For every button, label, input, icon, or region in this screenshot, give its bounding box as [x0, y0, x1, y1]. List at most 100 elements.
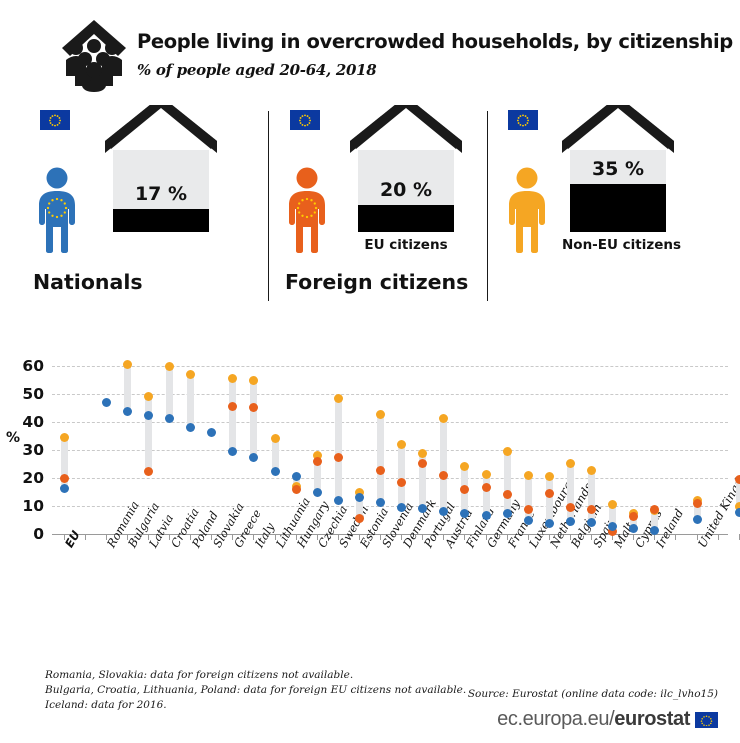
- x-axis-tick: [591, 534, 592, 540]
- dot-non-eu-citizens[interactable]: [460, 462, 470, 472]
- dot-nationals[interactable]: [481, 510, 491, 520]
- x-axis-tick: [295, 534, 297, 540]
- dot-eu-citizens[interactable]: [312, 457, 322, 467]
- range-bar: [503, 451, 511, 514]
- dot-non-eu-citizens[interactable]: [587, 466, 596, 476]
- x-axis-tick: [422, 534, 424, 540]
- dot-non-eu-citizens[interactable]: [523, 470, 533, 480]
- dot-eu-citizens[interactable]: [249, 402, 259, 412]
- dot-eu-citizens[interactable]: [418, 458, 428, 468]
- dot-nationals[interactable]: [249, 452, 259, 462]
- dot-non-eu-citizens[interactable]: [439, 413, 449, 423]
- dot-nationals[interactable]: [650, 525, 660, 535]
- x-axis-tick: [126, 534, 128, 540]
- dot-nationals[interactable]: [418, 504, 428, 514]
- dot-nationals[interactable]: [186, 422, 196, 432]
- dot-eu-citizens[interactable]: [59, 473, 69, 483]
- range-bar: [166, 366, 173, 419]
- dot-non-eu-citizens[interactable]: [376, 409, 385, 419]
- dot-non-eu-citizens[interactable]: [544, 472, 554, 482]
- dot-nationals[interactable]: [228, 446, 238, 456]
- dot-eu-citizens[interactable]: [439, 470, 449, 480]
- dot-eu-citizens[interactable]: [544, 489, 554, 499]
- panel-divider-1: [268, 111, 269, 301]
- panel-non-eu-citizens: 35 % Non-EU citizens: [505, 96, 684, 310]
- dot-eu-citizens[interactable]: [481, 483, 491, 493]
- dot-nationals[interactable]: [59, 483, 69, 493]
- dot-eu-citizens[interactable]: [629, 512, 639, 522]
- dot-nationals[interactable]: [523, 515, 533, 525]
- dot-non-eu-citizens[interactable]: [397, 439, 407, 449]
- dot-non-eu-citizens[interactable]: [59, 432, 69, 442]
- dot-eu-citizens[interactable]: [608, 526, 618, 536]
- dot-nationals[interactable]: [587, 517, 596, 527]
- dot-eu-citizens[interactable]: [143, 467, 153, 477]
- range-bar: [524, 475, 532, 520]
- house-body: 17 %: [113, 150, 209, 232]
- dot-nationals[interactable]: [165, 413, 174, 423]
- x-axis-tick: [380, 534, 381, 540]
- dot-eu-citizens[interactable]: [333, 453, 343, 463]
- dot-eu-citizens[interactable]: [228, 401, 238, 411]
- range-bar: [735, 479, 740, 513]
- dot-nationals[interactable]: [101, 398, 111, 408]
- dot-non-eu-citizens[interactable]: [418, 449, 428, 459]
- dot-non-eu-citizens[interactable]: [228, 373, 238, 383]
- dot-non-eu-citizens[interactable]: [333, 393, 343, 403]
- range-bar: [398, 444, 406, 508]
- dot-eu-citizens[interactable]: [523, 505, 533, 515]
- dot-eu-citizens[interactable]: [397, 477, 407, 487]
- dot-nationals[interactable]: [544, 518, 554, 528]
- dot-non-eu-citizens[interactable]: [270, 434, 280, 444]
- dot-nationals[interactable]: [734, 507, 740, 517]
- dot-nationals[interactable]: [312, 487, 322, 497]
- dot-nationals[interactable]: [354, 493, 364, 503]
- house-non-eu-citizens: 35 %: [562, 96, 674, 232]
- dot-eu-citizens[interactable]: [587, 504, 596, 514]
- dot-nationals[interactable]: [143, 410, 153, 420]
- dot-nationals[interactable]: [460, 509, 470, 519]
- dot-eu-citizens[interactable]: [734, 474, 740, 484]
- dot-non-eu-citizens[interactable]: [608, 499, 618, 509]
- dot-eu-citizens[interactable]: [291, 484, 301, 494]
- dot-nationals[interactable]: [270, 466, 280, 476]
- dot-non-eu-citizens[interactable]: [354, 488, 364, 498]
- dot-eu-citizens[interactable]: [502, 490, 512, 500]
- dot-non-eu-citizens[interactable]: [122, 360, 132, 370]
- dot-nationals[interactable]: [291, 472, 301, 482]
- dot-eu-citizens[interactable]: [650, 504, 660, 514]
- dot-nationals[interactable]: [502, 509, 512, 519]
- dot-nationals[interactable]: [629, 524, 639, 534]
- dot-nationals[interactable]: [439, 506, 449, 516]
- dot-nationals[interactable]: [207, 427, 217, 437]
- dot-non-eu-citizens[interactable]: [312, 451, 322, 461]
- dot-non-eu-citizens[interactable]: [186, 370, 196, 380]
- dot-eu-citizens[interactable]: [354, 514, 364, 524]
- dot-nationals[interactable]: [565, 516, 575, 526]
- dot-non-eu-citizens[interactable]: [165, 361, 174, 371]
- dot-non-eu-citizens[interactable]: [734, 501, 740, 511]
- dot-nationals[interactable]: [333, 496, 343, 506]
- dot-non-eu-citizens[interactable]: [565, 458, 575, 468]
- dot-eu-citizens[interactable]: [565, 503, 575, 513]
- dot-non-eu-citizens[interactable]: [249, 376, 259, 386]
- dot-non-eu-citizens[interactable]: [481, 470, 491, 480]
- panel-value: 20 %: [379, 179, 433, 201]
- house-fill-level: [113, 209, 209, 232]
- house-body: 20 %: [358, 150, 454, 232]
- eurostat-brand[interactable]: ec.europa.eu/eurostat: [497, 708, 718, 731]
- dot-nationals[interactable]: [376, 497, 385, 507]
- dot-nationals[interactable]: [122, 407, 132, 417]
- dot-nationals[interactable]: [608, 522, 618, 532]
- dot-eu-citizens[interactable]: [376, 466, 385, 476]
- dot-eu-citizens[interactable]: [692, 499, 702, 509]
- dot-nationals[interactable]: [692, 514, 702, 524]
- x-axis-tick: [253, 534, 255, 540]
- panel-nationals: 17 % Nationals: [33, 96, 227, 310]
- panel-label-eu-citizens: Foreign citizens: [285, 270, 469, 294]
- range-bar: [250, 380, 258, 458]
- dot-non-eu-citizens[interactable]: [143, 391, 153, 401]
- dot-eu-citizens[interactable]: [460, 484, 470, 494]
- dot-non-eu-citizens[interactable]: [502, 447, 512, 457]
- dot-nationals[interactable]: [397, 503, 407, 513]
